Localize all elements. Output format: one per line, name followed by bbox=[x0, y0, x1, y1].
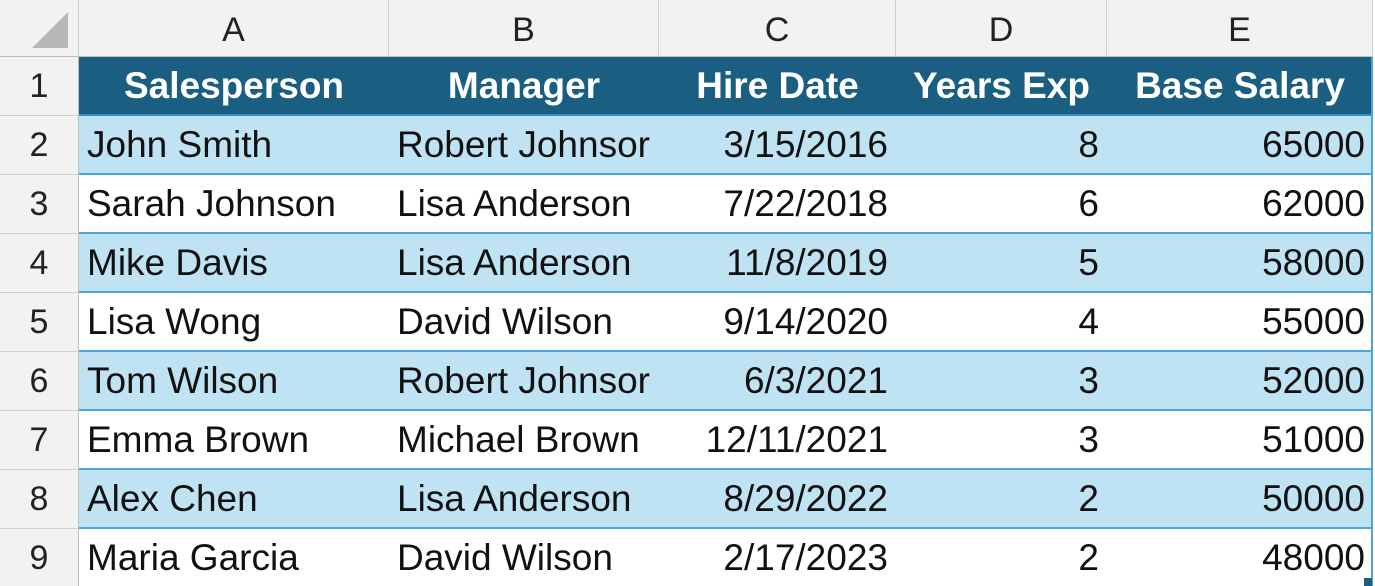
cell-manager[interactable]: Robert Johnsor bbox=[389, 116, 659, 175]
header-cell-hire-date[interactable]: Hire Date bbox=[659, 57, 896, 116]
cell-base-salary[interactable]: 50000 bbox=[1107, 470, 1373, 529]
header-cell-manager[interactable]: Manager bbox=[389, 57, 659, 116]
column-header-b[interactable]: B bbox=[389, 0, 659, 57]
cell-manager[interactable]: David Wilson bbox=[389, 529, 659, 586]
cell-manager[interactable]: Michael Brown bbox=[389, 411, 659, 470]
cell-hire-date[interactable]: 12/11/2021 bbox=[659, 411, 896, 470]
cell-years-exp[interactable]: 3 bbox=[896, 411, 1107, 470]
cell-salesperson[interactable]: Emma Brown bbox=[79, 411, 389, 470]
cell-hire-date[interactable]: 9/14/2020 bbox=[659, 293, 896, 352]
column-header-c[interactable]: C bbox=[659, 0, 896, 57]
column-header-d[interactable]: D bbox=[896, 0, 1107, 57]
cell-years-exp[interactable]: 3 bbox=[896, 352, 1107, 411]
header-cell-years-exp[interactable]: Years Exp bbox=[896, 57, 1107, 116]
row-headers: 1 2 3 4 5 6 7 8 9 bbox=[0, 57, 79, 586]
cell-salesperson[interactable]: Mike Davis bbox=[79, 234, 389, 293]
row-header[interactable]: 8 bbox=[0, 470, 79, 529]
cell-base-salary[interactable]: 52000 bbox=[1107, 352, 1373, 411]
cell-years-exp[interactable]: 4 bbox=[896, 293, 1107, 352]
cell-manager[interactable]: Lisa Anderson bbox=[389, 234, 659, 293]
cell-base-salary[interactable]: 62000 bbox=[1107, 175, 1373, 234]
table-row: Maria Garcia David Wilson 2/17/2023 2 48… bbox=[79, 529, 1373, 586]
row-header[interactable]: 1 bbox=[0, 57, 79, 116]
cell-manager[interactable]: Lisa Anderson bbox=[389, 175, 659, 234]
cell-hire-date[interactable]: 11/8/2019 bbox=[659, 234, 896, 293]
cell-hire-date[interactable]: 2/17/2023 bbox=[659, 529, 896, 586]
cell-manager[interactable]: Lisa Anderson bbox=[389, 470, 659, 529]
cell-years-exp[interactable]: 8 bbox=[896, 116, 1107, 175]
cell-salesperson[interactable]: Tom Wilson bbox=[79, 352, 389, 411]
cell-years-exp[interactable]: 2 bbox=[896, 470, 1107, 529]
cell-salesperson[interactable]: Alex Chen bbox=[79, 470, 389, 529]
header-cell-base-salary[interactable]: Base Salary bbox=[1107, 57, 1373, 116]
cell-manager[interactable]: David Wilson bbox=[389, 293, 659, 352]
row-header[interactable]: 9 bbox=[0, 529, 79, 586]
cell-grid: Salesperson Manager Hire Date Years Exp … bbox=[79, 57, 1373, 586]
table-row: Lisa Wong David Wilson 9/14/2020 4 55000 bbox=[79, 293, 1373, 352]
column-header-e[interactable]: E bbox=[1107, 0, 1373, 57]
cell-hire-date[interactable]: 8/29/2022 bbox=[659, 470, 896, 529]
cell-years-exp[interactable]: 6 bbox=[896, 175, 1107, 234]
cell-base-salary[interactable]: 51000 bbox=[1107, 411, 1373, 470]
cell-base-salary[interactable]: 55000 bbox=[1107, 293, 1373, 352]
row-header[interactable]: 3 bbox=[0, 175, 79, 234]
column-headers: A B C D E bbox=[79, 0, 1373, 57]
row-header[interactable]: 2 bbox=[0, 116, 79, 175]
header-cell-salesperson[interactable]: Salesperson bbox=[79, 57, 389, 116]
table-row: Alex Chen Lisa Anderson 8/29/2022 2 5000… bbox=[79, 470, 1373, 529]
cell-years-exp[interactable]: 2 bbox=[896, 529, 1107, 586]
table-right-border bbox=[1371, 57, 1373, 586]
table-header-row: Salesperson Manager Hire Date Years Exp … bbox=[79, 57, 1373, 116]
cell-years-exp[interactable]: 5 bbox=[896, 234, 1107, 293]
select-all-triangle-icon bbox=[32, 12, 68, 48]
cell-hire-date[interactable]: 7/22/2018 bbox=[659, 175, 896, 234]
row-header[interactable]: 4 bbox=[0, 234, 79, 293]
cell-salesperson[interactable]: Sarah Johnson bbox=[79, 175, 389, 234]
table-row: Emma Brown Michael Brown 12/11/2021 3 51… bbox=[79, 411, 1373, 470]
select-all-button[interactable] bbox=[0, 0, 79, 57]
cell-salesperson[interactable]: Maria Garcia bbox=[79, 529, 389, 586]
row-header[interactable]: 7 bbox=[0, 411, 79, 470]
table-row: John Smith Robert Johnsor 3/15/2016 8 65… bbox=[79, 116, 1373, 175]
cell-salesperson[interactable]: Lisa Wong bbox=[79, 293, 389, 352]
cell-hire-date[interactable]: 3/15/2016 bbox=[659, 116, 896, 175]
table-row: Sarah Johnson Lisa Anderson 7/22/2018 6 … bbox=[79, 175, 1373, 234]
table-row: Tom Wilson Robert Johnsor 6/3/2021 3 520… bbox=[79, 352, 1373, 411]
cell-salesperson[interactable]: John Smith bbox=[79, 116, 389, 175]
cell-base-salary[interactable]: 58000 bbox=[1107, 234, 1373, 293]
row-header[interactable]: 5 bbox=[0, 293, 79, 352]
cell-manager[interactable]: Robert Johnsor bbox=[389, 352, 659, 411]
cell-base-salary[interactable]: 48000 bbox=[1107, 529, 1373, 586]
row-header[interactable]: 6 bbox=[0, 352, 79, 411]
table-resize-handle[interactable] bbox=[1364, 578, 1372, 586]
cell-hire-date[interactable]: 6/3/2021 bbox=[659, 352, 896, 411]
table-row: Mike Davis Lisa Anderson 11/8/2019 5 580… bbox=[79, 234, 1373, 293]
cell-base-salary[interactable]: 65000 bbox=[1107, 116, 1373, 175]
column-header-a[interactable]: A bbox=[79, 0, 389, 57]
